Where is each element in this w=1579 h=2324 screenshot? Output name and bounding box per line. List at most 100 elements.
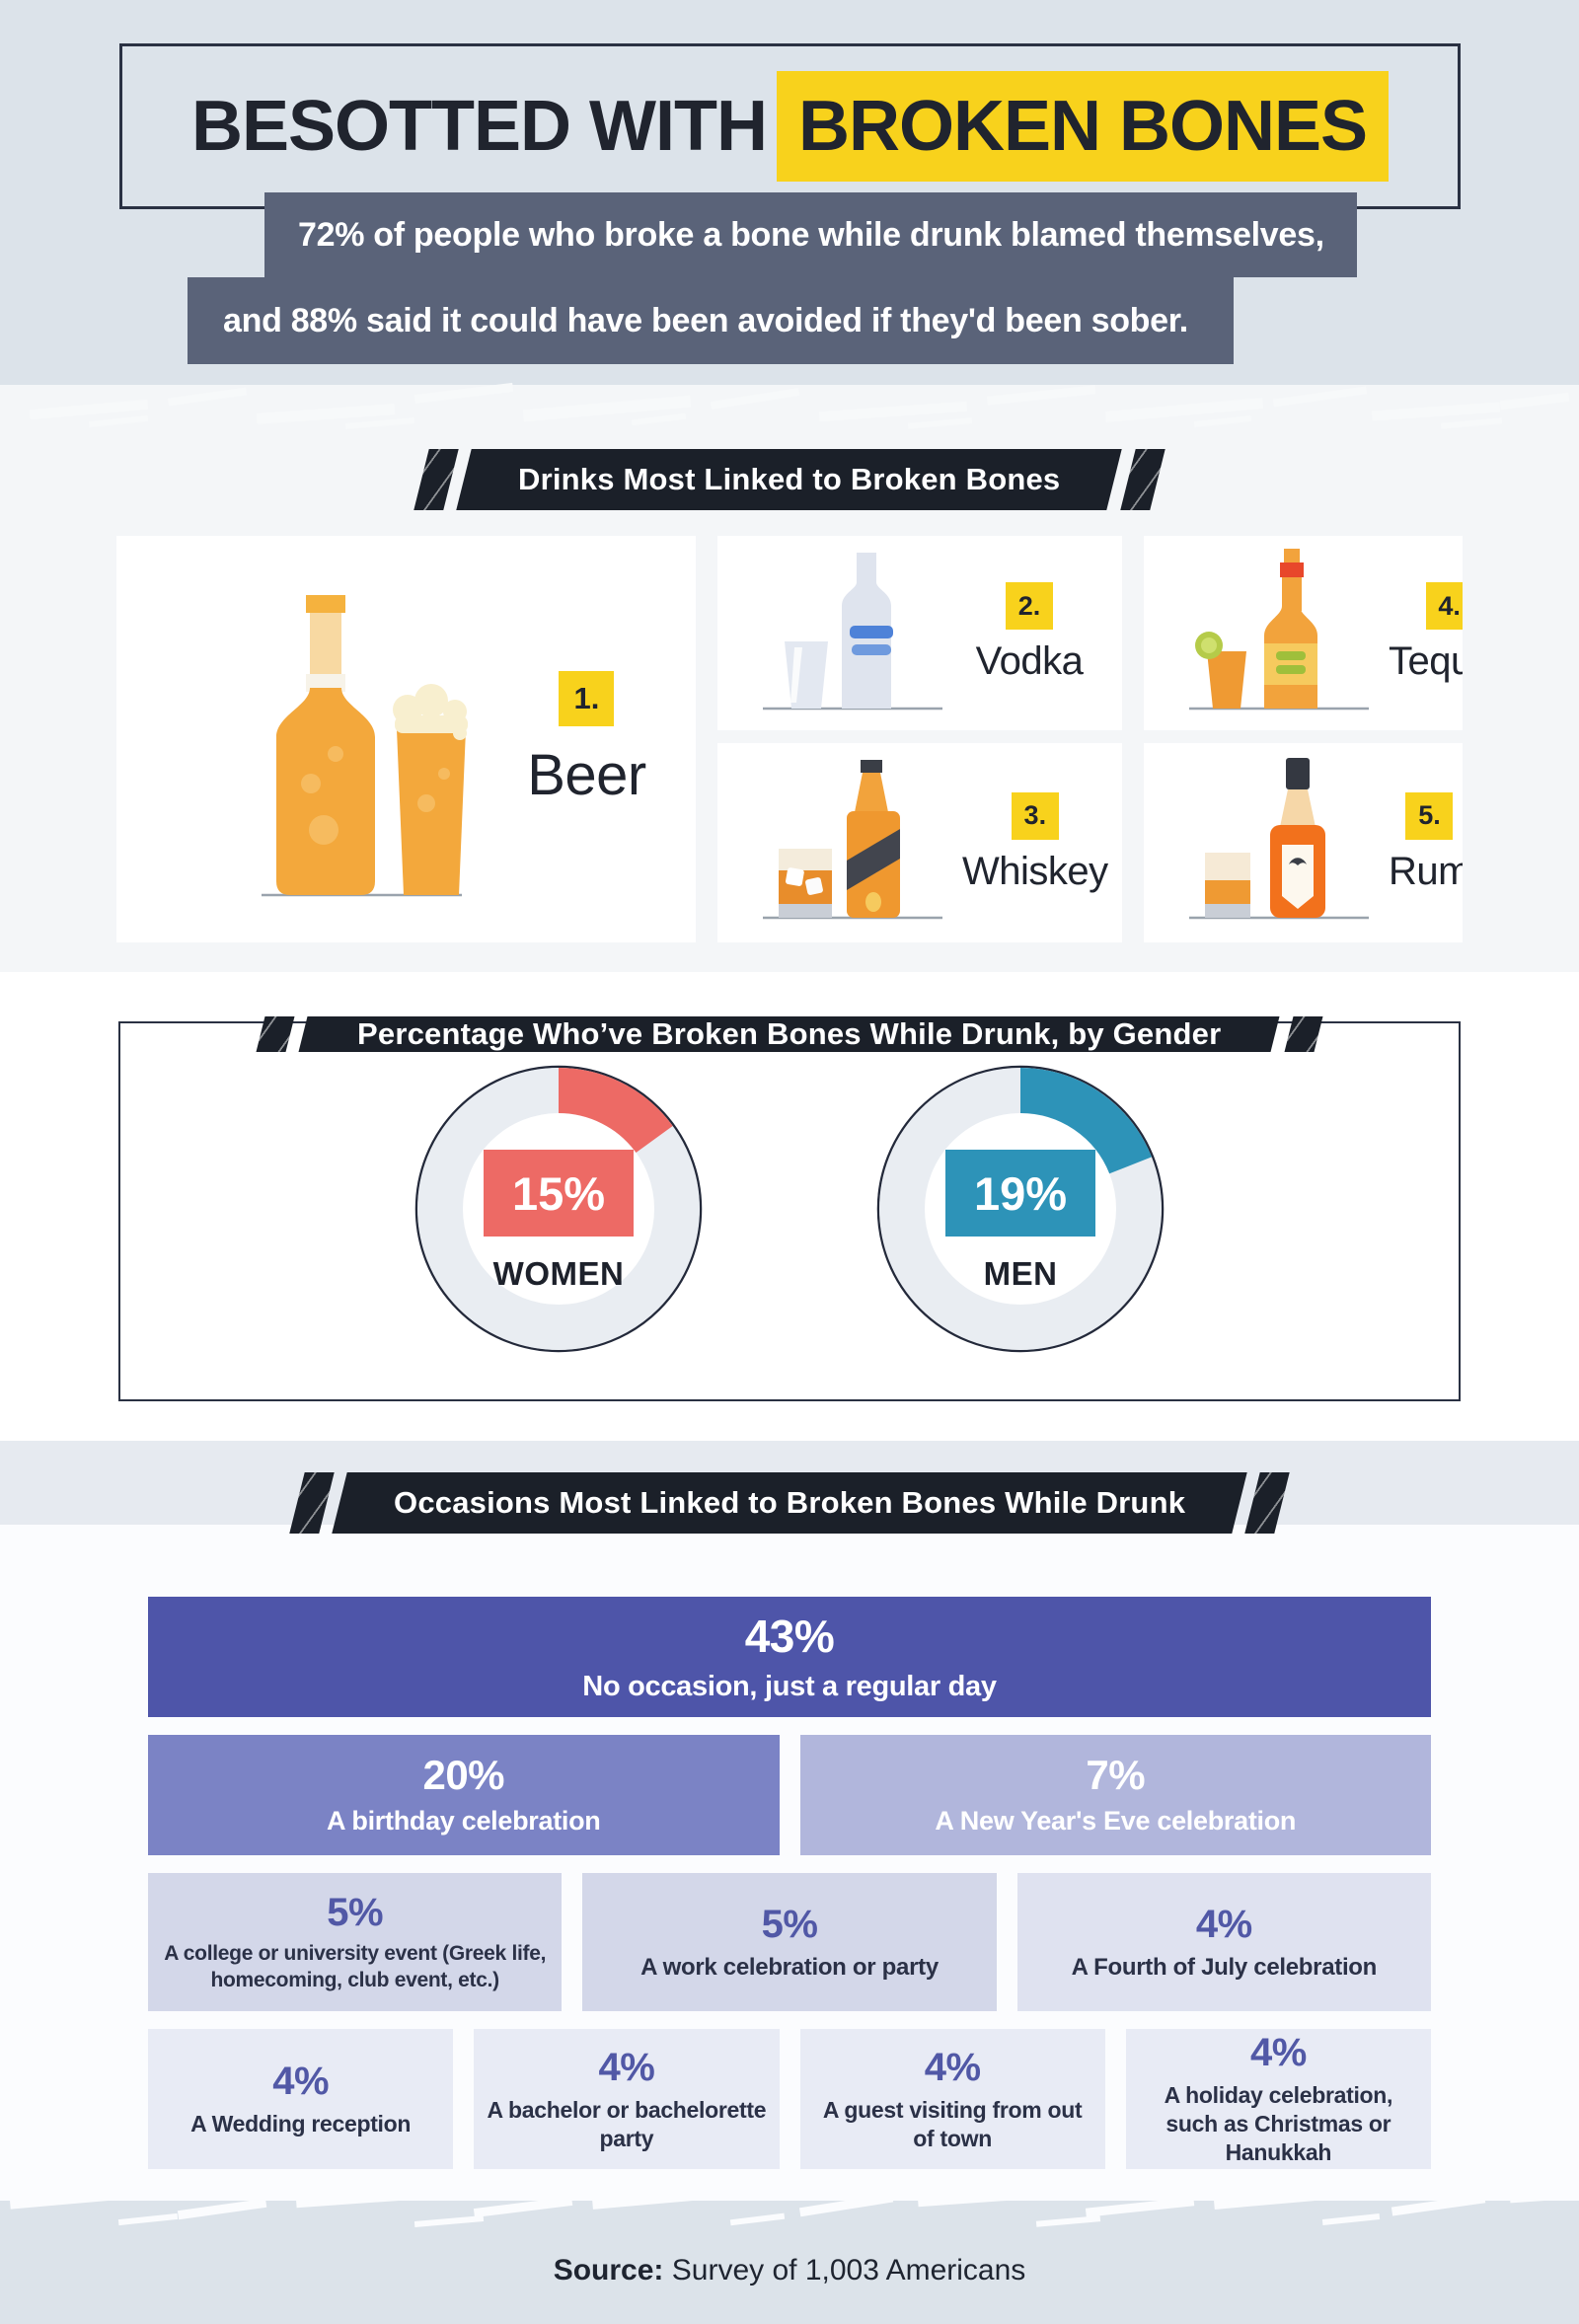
occasions-banner-label: Occasions Most Linked to Broken Bones Wh… <box>393 1485 1186 1520</box>
rum-icon <box>1189 758 1369 920</box>
occasion-bar-new-years-eve: 7% A New Year's Eve celebration <box>799 1735 1431 1855</box>
drink-name: Vodka <box>975 639 1084 683</box>
gender-section: Percentage Who’ve Broken Bones While Dru… <box>0 972 1579 1441</box>
header-section: BESOTTED WITH BROKEN BONES 72% of people … <box>0 0 1579 385</box>
occasion-label: A Fourth of July celebration <box>1071 1953 1378 1981</box>
occasions-banner: Occasions Most Linked to Broken Bones Wh… <box>0 1472 1579 1534</box>
subtitle-line-2: and 88% said it could have been avoided … <box>188 277 1234 364</box>
drinks-banner-label: Drinks Most Linked to Broken Bones <box>518 462 1061 496</box>
gender-box: 15% WOMEN 19% MEN <box>118 1021 1461 1401</box>
occasion-bar-guest-visiting: 4% A guest visiting from out of town <box>799 2029 1105 2169</box>
gender-banner: Percentage Who’ve Broken Bones While Dru… <box>0 972 1579 1052</box>
drink-text-rum: 5. Rum <box>1389 791 1463 894</box>
source-note: Source: Survey of 1,003 Americans <box>0 2254 1579 2287</box>
occasion-bar-holiday-celebration: 4% A holiday celebration, such as Christ… <box>1125 2029 1431 2169</box>
title-box: BESOTTED WITH BROKEN BONES <box>119 43 1461 209</box>
occasion-pct: 43% <box>744 1610 835 1662</box>
occasion-pct: 4% <box>1249 2031 1307 2075</box>
drink-name: Beer <box>527 742 646 807</box>
occasion-label: A New Year's Eve celebration <box>935 1806 1297 1837</box>
banner-fragment-left <box>414 449 460 510</box>
occasion-bar-birthday: 20% A birthday celebration <box>148 1735 780 1855</box>
occasion-label: A bachelor or bachelorette party <box>487 2096 767 2151</box>
occasion-bar-no-occasion: 43% No occasion, just a regular day <box>148 1597 1431 1717</box>
occasion-pct: 4% <box>1195 1902 1252 1946</box>
occasions-banner-band: Occasions Most Linked to Broken Bones Wh… <box>0 1441 1579 1534</box>
occasions-bars: 43% No occasion, just a regular day 20% … <box>148 1597 1431 2169</box>
occasion-bar-college-event: 5% A college or university event (Greek … <box>148 1873 563 2011</box>
rank-badge: 1. <box>559 670 615 726</box>
occasion-label: A birthday celebration <box>327 1806 601 1837</box>
banner-fragment-left <box>256 1016 295 1052</box>
drink-card-beer: 1. Beer <box>116 536 696 942</box>
banner-fragment-right <box>1119 449 1165 510</box>
rank-badge: 4. <box>1425 582 1463 630</box>
drink-name: Whiskey <box>962 849 1108 893</box>
rank-badge: 5. <box>1405 791 1454 840</box>
banner-fragment-left <box>289 1472 335 1534</box>
banner-fragment-right <box>1284 1016 1323 1052</box>
drinks-banner: Drinks Most Linked to Broken Bones <box>0 385 1579 510</box>
occasion-pct: 4% <box>924 2045 981 2089</box>
drink-card-vodka: 2. Vodka <box>717 536 1122 730</box>
footer-section: Source: Survey of 1,003 Americans <box>0 2183 1579 2324</box>
occasion-pct: 7% <box>1086 1752 1146 1799</box>
occasion-label: A holiday celebration, such as Christmas… <box>1164 2082 1393 2165</box>
banner-main: Occasions Most Linked to Broken Bones Wh… <box>332 1472 1247 1534</box>
donut-men: 19% MEN <box>876 1065 1165 1353</box>
drink-name: Tequila <box>1389 639 1463 683</box>
whiskey-icon <box>763 760 942 920</box>
occasions-section: 43% No occasion, just a regular day 20% … <box>0 1525 1579 2201</box>
banner-main: Percentage Who’ve Broken Bones While Dru… <box>298 1016 1281 1052</box>
gender-banner-label: Percentage Who’ve Broken Bones While Dru… <box>357 1016 1222 1051</box>
occasion-label: A Wedding reception <box>190 2111 412 2137</box>
donut-women: 15% WOMEN <box>414 1065 703 1353</box>
rank-badge: 3. <box>1011 791 1059 840</box>
subtitle-line-1: 72% of people who broke a bone while dru… <box>264 192 1357 277</box>
drink-name: Rum <box>1389 849 1463 893</box>
occasions-row-4: 4% A Wedding reception 4% A bachelor or … <box>148 2029 1431 2169</box>
page-title-plain: BESOTTED WITH <box>190 87 768 166</box>
donut-women-arc <box>417 1068 700 1350</box>
occasions-row-3: 5% A college or university event (Greek … <box>148 1873 1431 2011</box>
occasion-bar-work-celebration: 5% A work celebration or party <box>582 1873 997 2011</box>
page-title: BESOTTED WITH BROKEN BONES <box>190 71 1390 182</box>
beer-icon <box>262 595 468 897</box>
tequila-icon <box>1189 548 1369 710</box>
page-title-highlight: BROKEN BONES <box>776 71 1390 182</box>
occasion-label: A guest visiting from out of town <box>822 2096 1083 2151</box>
occasion-label: No occasion, just a regular day <box>582 1670 997 1702</box>
banner-main: Drinks Most Linked to Broken Bones <box>456 449 1123 510</box>
donut-men-arc <box>879 1068 1162 1350</box>
drinks-grid: 1. Beer 2. Vodka <box>116 536 1463 942</box>
drink-text-tequila: 4. Tequila <box>1389 582 1463 684</box>
men-value-badge: 19% <box>945 1150 1095 1237</box>
drink-card-whiskey: 3. Whiskey <box>717 743 1122 942</box>
occasion-pct: 5% <box>761 1902 818 1946</box>
drink-card-tequila: 4. Tequila <box>1144 536 1463 730</box>
occasion-bar-fourth-of-july: 4% A Fourth of July celebration <box>1016 1873 1431 2011</box>
donut-women-chart <box>414 1065 703 1353</box>
drink-text-beer: 1. Beer <box>527 670 672 808</box>
occasion-label: A college or university event (Greek lif… <box>164 1942 547 1991</box>
occasion-pct: 5% <box>327 1891 384 1935</box>
occasion-label: A work celebration or party <box>640 1953 939 1981</box>
occasions-row-2: 20% A birthday celebration 7% A New Year… <box>148 1735 1431 1855</box>
drink-card-rum: 5. Rum <box>1144 743 1463 942</box>
occasion-pct: 20% <box>422 1752 505 1799</box>
occasion-pct: 4% <box>272 2060 330 2104</box>
drink-text-vodka: 2. Vodka <box>976 582 1109 684</box>
women-value-badge: 15% <box>484 1150 634 1237</box>
drinks-section: Drinks Most Linked to Broken Bones <box>0 382 1579 972</box>
source-text: Survey of 1,003 Americans <box>663 2254 1026 2287</box>
banner-fragment-right <box>1244 1472 1290 1534</box>
women-label: WOMEN <box>492 1255 625 1292</box>
occasion-bar-wedding: 4% A Wedding reception <box>148 2029 454 2169</box>
occasion-pct: 4% <box>598 2045 655 2089</box>
drink-text-whiskey: 3. Whiskey <box>962 791 1122 894</box>
men-label: MEN <box>983 1255 1058 1292</box>
source-label: Source: <box>553 2254 664 2287</box>
rank-badge: 2. <box>1006 582 1053 630</box>
vodka-icon <box>763 552 942 710</box>
occasion-bar-bachelor-party: 4% A bachelor or bachelorette party <box>474 2029 780 2169</box>
